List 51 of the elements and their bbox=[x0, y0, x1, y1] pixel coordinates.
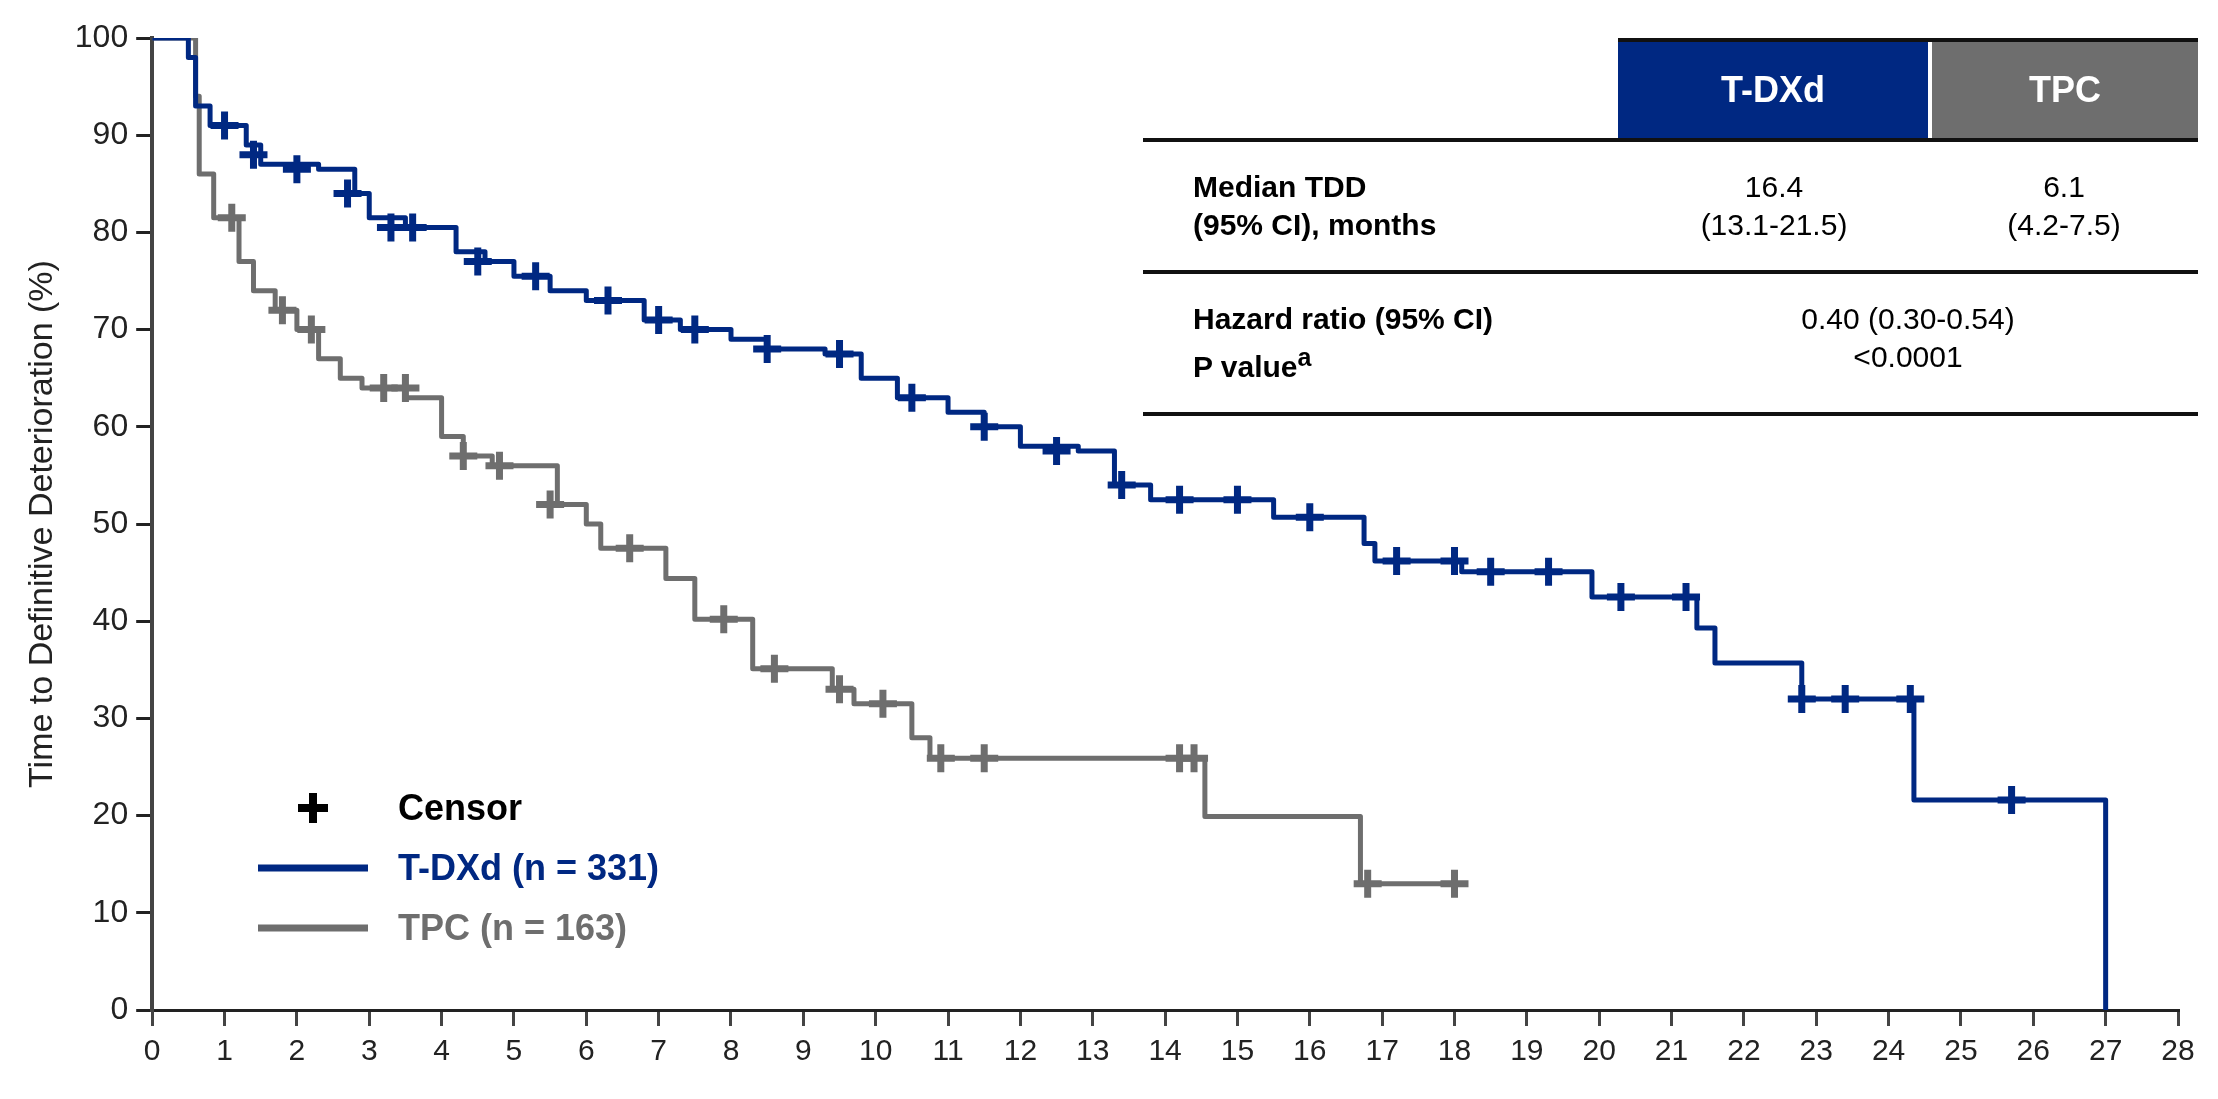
legend-label: TPC (n = 163) bbox=[398, 907, 628, 949]
x-tick-label: 3 bbox=[360, 1033, 378, 1067]
annotation: T-DXd bbox=[1618, 42, 1928, 138]
x-tick-label: 25 bbox=[1944, 1033, 1978, 1067]
y-axis-title: Time to Definitive Deterioration (%) bbox=[20, 260, 59, 788]
x-tick-label: 14 bbox=[1148, 1033, 1182, 1067]
annotation: Hazard ratio (95% CI) P value$^{a}$ bbox=[1193, 301, 1495, 385]
x-tick-label: 24 bbox=[1871, 1033, 1906, 1067]
x-tick-label: 0 bbox=[143, 1033, 161, 1067]
x-tick-label: 4 bbox=[433, 1033, 450, 1067]
y-tick-label: 50 bbox=[92, 503, 129, 540]
x-tick-label: 15 bbox=[1220, 1033, 1255, 1067]
x-tick-label: 2 bbox=[288, 1033, 306, 1067]
annotation: Censor bbox=[398, 787, 523, 829]
x-tick-label: 5 bbox=[505, 1033, 523, 1067]
y-tick-label: 70 bbox=[92, 309, 129, 346]
x-tick-label: 23 bbox=[1799, 1033, 1833, 1067]
x-tick-label: 26 bbox=[2016, 1033, 2050, 1067]
annotation: 0.40 (0.30-0.54) <0.0001 bbox=[1800, 301, 2016, 375]
y-tick-label: 0 bbox=[110, 989, 129, 1026]
annotation: Median TDD (95% CI), months bbox=[1193, 169, 1438, 243]
x-tick-label: 27 bbox=[2088, 1033, 2123, 1067]
x-tick-label: 20 bbox=[1582, 1033, 1616, 1067]
y-tick-label: 90 bbox=[92, 115, 129, 152]
y-tick-label: 10 bbox=[92, 892, 129, 929]
y-tick-label: 30 bbox=[92, 698, 129, 735]
x-tick-label: 6 bbox=[577, 1033, 595, 1067]
x-tick-label: 11 bbox=[932, 1033, 964, 1067]
annotation: 16.4 (13.1-21.5) bbox=[1699, 169, 1849, 243]
x-tick-label: 10 bbox=[859, 1033, 893, 1067]
legend-label: T-DXd (n = 331) bbox=[398, 847, 660, 889]
x-tick-label: 28 bbox=[2161, 1033, 2195, 1067]
y-tick-label: 80 bbox=[92, 212, 129, 249]
x-tick-label: 16 bbox=[1293, 1033, 1327, 1067]
x-tick-label: 19 bbox=[1510, 1033, 1544, 1067]
x-tick-label: 1 bbox=[216, 1033, 233, 1067]
x-tick-label: 8 bbox=[722, 1033, 740, 1067]
x-tick-label: 21 bbox=[1654, 1033, 1689, 1067]
x-tick-label: 13 bbox=[1076, 1033, 1110, 1067]
annotation: TPC bbox=[1931, 42, 2198, 138]
x-tick-label: 22 bbox=[1727, 1033, 1761, 1067]
x-tick-label: 12 bbox=[1003, 1033, 1038, 1067]
y-tick-label: 20 bbox=[92, 795, 129, 832]
y-tick-label: 100 bbox=[74, 17, 129, 54]
y-tick-label: 40 bbox=[92, 601, 129, 638]
y-tick-label: 60 bbox=[92, 406, 129, 443]
x-tick-label: 17 bbox=[1365, 1033, 1399, 1067]
x-tick-label: 7 bbox=[650, 1033, 667, 1067]
x-tick-label: 9 bbox=[795, 1033, 812, 1067]
x-tick-label: 18 bbox=[1437, 1033, 1472, 1067]
annotation: 6.1 (4.2-7.5) bbox=[2006, 169, 2122, 243]
